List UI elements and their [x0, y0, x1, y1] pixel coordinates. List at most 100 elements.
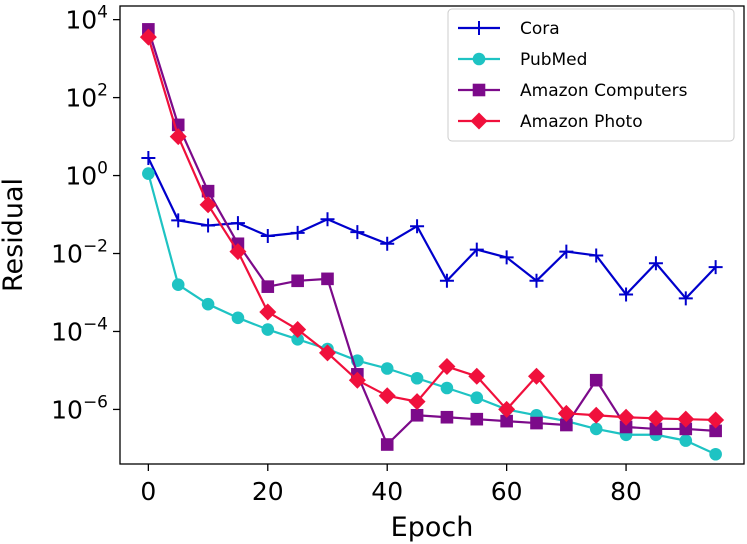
data-point — [438, 358, 456, 376]
data-point — [378, 387, 396, 405]
data-point — [470, 391, 484, 405]
data-point — [142, 167, 155, 180]
data-point — [679, 434, 693, 447]
data-point — [589, 248, 604, 263]
y-tick-label: 10−2 — [51, 237, 108, 269]
data-point — [619, 420, 633, 434]
data-point — [410, 219, 425, 234]
axes-layer: 0 20 40 60 80 10−6 10−4 10−2 100 102 104 — [51, 3, 642, 506]
x-tick-label: 40 — [371, 477, 403, 506]
data-point — [617, 408, 635, 426]
data-point — [291, 332, 304, 346]
x-tick-label: 60 — [491, 477, 523, 506]
data-point — [289, 321, 307, 339]
series-line — [147, 157, 717, 300]
legend-item: PubMed — [458, 50, 587, 70]
data-point — [260, 228, 275, 243]
y-tick-label: 10−4 — [51, 314, 108, 346]
data-point — [560, 418, 573, 432]
data-point — [348, 371, 366, 389]
data-point — [259, 303, 277, 321]
data-point — [290, 225, 305, 240]
data-point — [139, 28, 157, 46]
x-tick-label: 20 — [252, 477, 284, 506]
data-point — [559, 244, 574, 259]
data-point — [171, 278, 185, 291]
x-tick-label: 0 — [140, 477, 156, 506]
data-point — [649, 422, 663, 436]
data-point — [440, 381, 454, 395]
legend-marker — [470, 112, 488, 130]
data-point — [498, 400, 516, 418]
legend-marker — [472, 21, 486, 35]
y-tick-label: 10−6 — [51, 392, 108, 424]
data-point — [350, 225, 365, 240]
data-point — [707, 411, 725, 429]
data-point — [679, 422, 693, 436]
data-point — [321, 272, 334, 286]
data-point — [678, 291, 693, 306]
data-point — [709, 424, 722, 438]
data-point — [410, 408, 424, 422]
data-point — [201, 184, 215, 198]
data-point — [587, 406, 605, 424]
series-layer — [139, 23, 725, 461]
legend: Cora PubMed Amazon Computers Amazon Photo — [447, 8, 735, 142]
data-point — [530, 416, 543, 430]
data-point — [169, 128, 187, 146]
data-point — [499, 250, 514, 265]
data-point — [380, 362, 394, 375]
data-point — [231, 311, 245, 325]
legend-label: Amazon Computers — [520, 81, 688, 101]
data-point — [291, 274, 304, 288]
data-point — [529, 273, 544, 288]
data-point — [589, 373, 603, 387]
data-point — [408, 393, 426, 411]
data-point — [201, 218, 216, 233]
x-tick-label: 80 — [610, 477, 642, 506]
data-point — [439, 273, 454, 288]
data-point — [141, 151, 156, 166]
data-point — [320, 212, 335, 227]
legend-label: Cora — [520, 19, 560, 39]
data-point — [468, 367, 486, 385]
data-point — [171, 213, 186, 228]
data-point — [199, 196, 217, 214]
data-point — [677, 410, 695, 428]
data-point — [648, 256, 663, 271]
legend-frame — [447, 8, 735, 142]
data-point — [709, 447, 722, 461]
data-point — [589, 422, 603, 436]
y-axis-label: Residual — [0, 178, 29, 292]
y-tick-label: 102 — [65, 81, 108, 113]
data-point — [527, 367, 545, 385]
data-point — [319, 344, 337, 362]
legend-item: Amazon Photo — [458, 112, 643, 132]
series-amazon-photo — [139, 28, 725, 429]
data-point — [469, 242, 484, 257]
data-point — [229, 243, 247, 261]
legend-item: Amazon Computers — [458, 81, 688, 101]
y-tick-label: 100 — [65, 159, 108, 191]
data-point — [380, 438, 394, 451]
data-point — [619, 287, 634, 302]
data-point — [500, 414, 513, 428]
y-tick-label: 104 — [65, 3, 108, 35]
legend-marker — [472, 83, 486, 97]
data-point — [647, 409, 665, 427]
data-point — [708, 260, 723, 275]
series-cora — [141, 151, 723, 306]
data-point — [261, 323, 275, 336]
legend-label: PubMed — [520, 50, 587, 70]
legend-item: Cora — [458, 19, 560, 39]
data-point — [440, 410, 454, 424]
data-point — [410, 371, 424, 385]
x-axis-label: Epoch — [391, 512, 474, 543]
data-point — [470, 412, 484, 426]
legend-label: Amazon Photo — [520, 112, 643, 132]
data-point — [230, 216, 245, 231]
data-point — [557, 404, 575, 422]
legend-marker — [472, 52, 486, 66]
data-point — [380, 236, 395, 251]
